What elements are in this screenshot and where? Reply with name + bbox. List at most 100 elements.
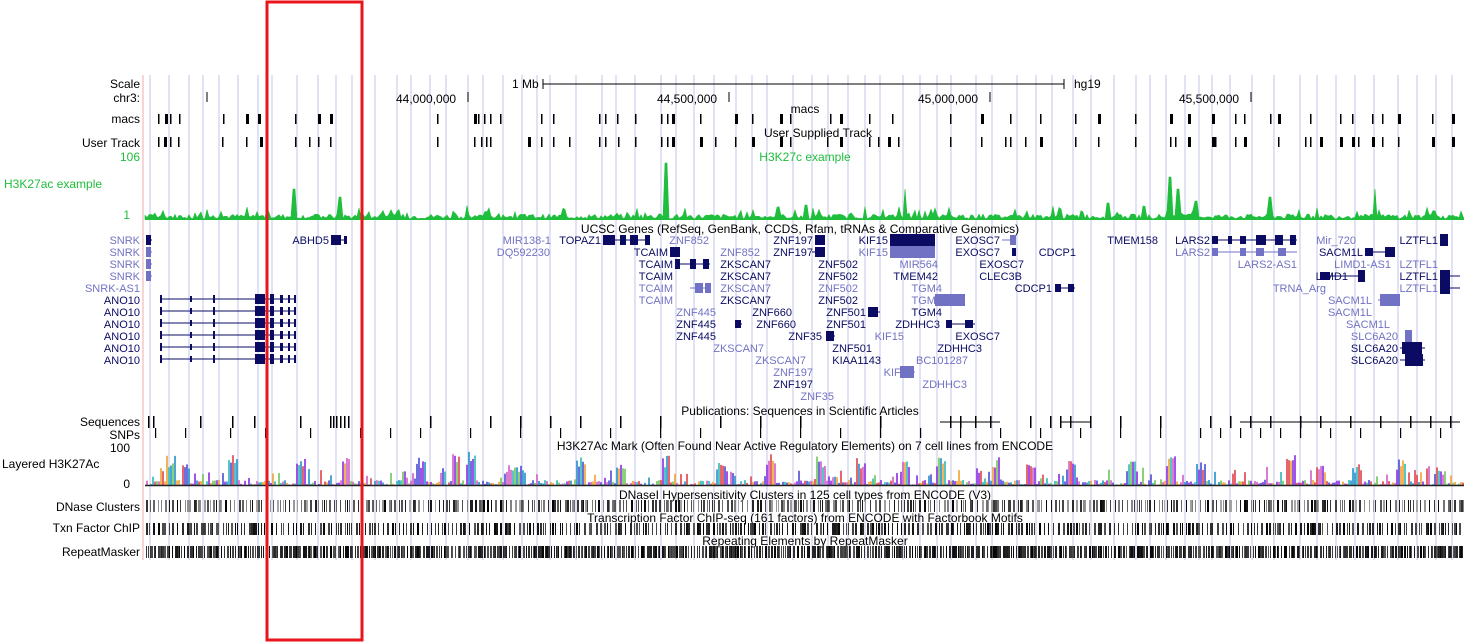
h3k27c-track-label[interactable]: H3K27ac example bbox=[4, 177, 102, 191]
snp-features[interactable] bbox=[155, 428, 1442, 438]
dnase-clusters[interactable] bbox=[146, 500, 1464, 512]
repeat-element bbox=[380, 546, 381, 558]
layered-bar bbox=[540, 483, 542, 485]
repeat-element bbox=[647, 546, 649, 558]
layered-bar bbox=[1336, 480, 1338, 485]
repeat-element bbox=[1456, 546, 1458, 558]
txn-factor-site bbox=[529, 523, 531, 535]
txn-factor-site bbox=[574, 523, 575, 535]
dnase-cluster bbox=[500, 500, 502, 512]
user-track-peaks[interactable] bbox=[158, 137, 1455, 147]
sequence-features[interactable] bbox=[148, 416, 1460, 428]
layered-bar bbox=[534, 482, 536, 485]
layered-bar bbox=[432, 483, 434, 485]
dnase-cluster bbox=[1110, 500, 1111, 512]
layered-bar bbox=[1126, 471, 1128, 485]
repeat-element bbox=[1134, 546, 1135, 558]
txn-factor-site bbox=[904, 523, 906, 535]
dnase-cluster bbox=[879, 500, 881, 512]
dnase-cluster bbox=[210, 500, 211, 512]
repeat-element bbox=[518, 546, 519, 558]
macs-peak bbox=[790, 114, 792, 124]
sequences-track-label[interactable]: Sequences bbox=[80, 415, 140, 429]
layered-bar bbox=[556, 480, 558, 485]
gene-models[interactable] bbox=[146, 234, 1460, 378]
txn-factor-site bbox=[378, 523, 379, 535]
repeat-element bbox=[745, 546, 746, 558]
repeatmasker-elements[interactable] bbox=[146, 546, 1463, 558]
repeat-element bbox=[1253, 546, 1254, 558]
txn-factor-site bbox=[1428, 523, 1429, 535]
macs-peaks[interactable] bbox=[158, 114, 1455, 124]
dnase-track-label[interactable]: DNase Clusters bbox=[56, 500, 140, 514]
h3k27c-signal[interactable] bbox=[144, 162, 1464, 220]
gene-exon bbox=[1256, 235, 1266, 245]
layered-bar bbox=[1454, 481, 1456, 485]
user-peak bbox=[878, 137, 880, 147]
txn-factor-site bbox=[196, 523, 198, 535]
dnase-cluster bbox=[963, 500, 964, 512]
layered-bar bbox=[1198, 469, 1200, 485]
repeat-element bbox=[1326, 546, 1327, 558]
repeat-element bbox=[1211, 546, 1213, 558]
ucsc-genes-title: UCSC Genes (RefSeq, GenBank, CCDS, Rfam,… bbox=[581, 222, 1019, 236]
txn-factor-site bbox=[604, 523, 606, 535]
txn-track-label[interactable]: Txn Factor ChIP bbox=[53, 521, 140, 535]
repeat-element bbox=[503, 546, 504, 558]
txn-factor-chip[interactable] bbox=[146, 523, 1461, 535]
repeat-element bbox=[721, 546, 722, 558]
user-peak bbox=[715, 137, 717, 147]
dnase-cluster bbox=[1380, 500, 1382, 512]
dnase-cluster bbox=[1176, 500, 1178, 512]
txn-factor-site bbox=[1372, 523, 1374, 535]
dnase-cluster bbox=[742, 500, 743, 512]
layered-bar bbox=[1310, 470, 1312, 485]
layered-bar bbox=[594, 474, 596, 485]
txn-factor-site bbox=[671, 523, 672, 535]
layered-bar bbox=[1034, 467, 1036, 485]
txn-factor-site bbox=[878, 523, 880, 535]
repeat-element bbox=[1401, 546, 1403, 558]
repeat-element bbox=[672, 546, 674, 558]
layered-bar bbox=[804, 480, 806, 485]
dnase-cluster bbox=[1327, 500, 1328, 512]
layered-bar bbox=[916, 475, 918, 485]
layered-bar bbox=[1088, 481, 1090, 485]
layered-h3k27ac-signal[interactable] bbox=[146, 451, 1464, 485]
layered-track-label[interactable]: Layered H3K27Ac bbox=[2, 457, 99, 471]
gene-labels[interactable]: ABHD5 MIR138-1 TOPAZ1 ZNF852 ZNF197 KIF15 EXOS… bbox=[292, 235, 1438, 403]
dnase-cluster bbox=[810, 500, 811, 512]
dnase-cluster bbox=[304, 500, 306, 512]
layered-bar bbox=[308, 469, 310, 485]
txn-factor-site bbox=[444, 523, 446, 535]
macs-track-label[interactable]: macs bbox=[111, 112, 140, 126]
layered-bar bbox=[974, 483, 976, 485]
repeat-track-label[interactable]: RepeatMasker bbox=[62, 545, 140, 559]
snps-track-label[interactable]: SNPs bbox=[109, 428, 140, 442]
snp-feature bbox=[800, 428, 802, 438]
layered-bar bbox=[822, 467, 824, 485]
repeat-element bbox=[1268, 546, 1269, 558]
layered-min-label: 0 bbox=[123, 477, 130, 491]
txn-factor-site bbox=[770, 523, 772, 535]
layered-bar bbox=[1404, 463, 1406, 485]
dnase-cluster bbox=[1410, 500, 1411, 512]
gene-label-lztfl1: LZTFL1 bbox=[1399, 271, 1438, 283]
txn-factor-site bbox=[1163, 523, 1164, 535]
layered-bar bbox=[1028, 465, 1030, 485]
layered-bar bbox=[586, 484, 588, 485]
layered-bar bbox=[644, 482, 646, 485]
dnase-cluster bbox=[358, 500, 359, 512]
user-track-label[interactable]: User Track bbox=[82, 136, 141, 150]
layered-bar bbox=[1402, 460, 1404, 485]
layered-bar bbox=[370, 478, 372, 485]
repeat-element bbox=[1305, 546, 1306, 558]
repeat-element bbox=[884, 546, 886, 558]
user-peak bbox=[1175, 137, 1177, 147]
user-peak bbox=[840, 137, 843, 147]
repeat-element bbox=[1443, 546, 1445, 558]
repeat-element bbox=[1381, 546, 1383, 558]
dnase-cluster bbox=[970, 500, 972, 512]
